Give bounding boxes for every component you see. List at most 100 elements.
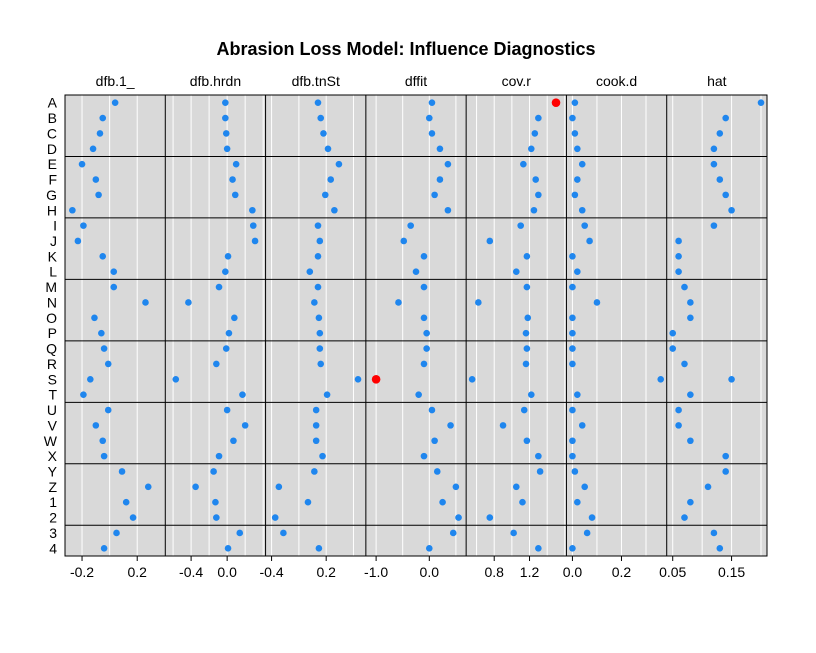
- point-dfb.hrdn-D: [223, 145, 231, 153]
- point-dffit-E: [444, 160, 452, 168]
- point-dffit-H: [444, 206, 452, 214]
- point-hat-1: [687, 498, 694, 506]
- point-cook.d-I: [581, 222, 588, 229]
- point-cov.r-U: [520, 406, 528, 414]
- point-cook.d-N: [593, 299, 601, 306]
- point-cook.d-B: [569, 114, 576, 122]
- point-hat-K: [675, 253, 682, 260]
- point-dfb.hrdn-F: [229, 176, 236, 183]
- point-dfb.tnSt-O: [315, 314, 323, 322]
- point-dfb.hrdn-J: [251, 237, 259, 245]
- row-label-L: L: [49, 264, 57, 280]
- tick-label-dfb.hrdn-1: 0.0: [217, 564, 237, 580]
- point-dfb.1_-W: [99, 437, 107, 445]
- tick-label-cook.d-0: 0.0: [563, 564, 583, 580]
- point-cook.d-U: [569, 406, 576, 414]
- point-dfb.tnSt-D: [324, 145, 332, 153]
- point-dfb.1_-U: [104, 406, 112, 414]
- point-cov.r-F: [532, 176, 540, 183]
- row-label-2: 2: [49, 510, 57, 526]
- point-dfb.hrdn-P: [225, 329, 233, 337]
- point-hat-N: [687, 299, 694, 306]
- point-dfb.hrdn-E: [232, 160, 240, 168]
- point-cov.r-K: [523, 253, 531, 260]
- point-dfb.hrdn-B: [222, 114, 229, 122]
- panel-bg-dfb.tnSt: [265, 95, 366, 556]
- point-dfb.1_-I: [80, 222, 87, 229]
- point-dfb.1_-2: [129, 514, 137, 521]
- point-dfb.hrdn-K: [224, 253, 232, 260]
- point-dfb.tnSt-3: [280, 529, 287, 537]
- point-cook.d-J: [586, 237, 593, 245]
- point-dfb.hrdn-G: [231, 191, 239, 199]
- point-dffit-O: [420, 314, 428, 322]
- point-cov.r-V: [499, 422, 507, 429]
- point-cook.d-1: [574, 498, 581, 506]
- row-label-R: R: [47, 356, 57, 372]
- point-cov.r-X: [535, 452, 542, 460]
- plot-frame: [64, 94, 768, 557]
- point-dffit-V: [447, 422, 454, 429]
- point-dfb.hrdn-V: [241, 422, 249, 429]
- point-dfb.1_-T: [80, 391, 87, 398]
- point-cov.r-2: [486, 514, 494, 521]
- point-cov.r-Z: [512, 483, 520, 491]
- point-cook.d-4: [569, 545, 576, 552]
- point-dfb.tnSt-C: [320, 130, 327, 137]
- point-hat-I: [710, 222, 718, 229]
- point-dfb.tnSt-B: [317, 114, 325, 122]
- point-dfb.hrdn-A: [222, 99, 229, 106]
- point-hat-F: [716, 176, 724, 183]
- point-cook.d-O: [569, 314, 576, 322]
- point-hat-G: [722, 191, 729, 199]
- point-dfb.1_-1: [122, 498, 130, 506]
- point-dfb.1_-B: [99, 114, 107, 122]
- point-cook.d-E: [578, 160, 586, 168]
- point-cook.d-C: [571, 130, 579, 137]
- point-dfb.1_-Y: [118, 468, 126, 475]
- point-hat-U: [675, 406, 682, 414]
- point-dfb.1_-H: [69, 206, 76, 214]
- point-dffit-I: [407, 222, 414, 229]
- point-hat-S: [728, 375, 735, 383]
- point-hat-M: [681, 283, 688, 291]
- point-cook.d-M: [569, 283, 576, 291]
- point-cook.d-V: [578, 422, 586, 429]
- point-cook.d-Y: [571, 468, 579, 475]
- point-dfb.1_-V: [92, 422, 100, 429]
- point-dfb.hrdn-Y: [210, 468, 217, 475]
- point-cook.d-L: [574, 268, 581, 276]
- tick-label-dfb.hrdn-0: -0.4: [179, 564, 203, 580]
- row-label-I: I: [53, 218, 57, 234]
- point-dfb.1_-C: [96, 130, 104, 137]
- tick-label-dfb.1_-1: 0.2: [127, 564, 147, 580]
- point-dfb.hrdn-3: [236, 529, 244, 537]
- panel-bg-cook.d: [566, 95, 667, 556]
- point-dfb.hrdn-4: [224, 545, 232, 552]
- point-hat-D: [710, 145, 718, 153]
- point-dfb.tnSt-W: [312, 437, 320, 445]
- point-hat-E: [710, 160, 718, 168]
- point-dfb.hrdn-2: [213, 514, 220, 521]
- point-dfb.hrdn-1: [212, 498, 219, 506]
- row-label-N: N: [47, 294, 57, 310]
- point-dffit-M: [420, 283, 428, 291]
- point-cov.r-P: [522, 329, 530, 337]
- point-dfb.tnSt-P: [316, 329, 324, 337]
- point-cook.d-A: [571, 99, 579, 106]
- point-dfb.tnSt-U: [312, 406, 320, 414]
- point-dfb.tnSt-Z: [275, 483, 283, 491]
- row-label-Z: Z: [48, 479, 57, 495]
- point-dffit-A: [428, 99, 436, 106]
- point-dfb.tnSt-V: [312, 422, 320, 429]
- tick-label-hat-1: 0.15: [718, 564, 745, 580]
- point-dfb.tnSt-T: [323, 391, 331, 398]
- point-dfb.hrdn-I: [249, 222, 257, 229]
- point-cov.r-W: [523, 437, 531, 445]
- tick-label-dffit-0: -1.0: [364, 564, 388, 580]
- point-dffit-G: [431, 191, 438, 199]
- row-label-1: 1: [49, 494, 57, 510]
- point-dfb.1_-Z: [144, 483, 152, 491]
- row-label-K: K: [48, 248, 58, 264]
